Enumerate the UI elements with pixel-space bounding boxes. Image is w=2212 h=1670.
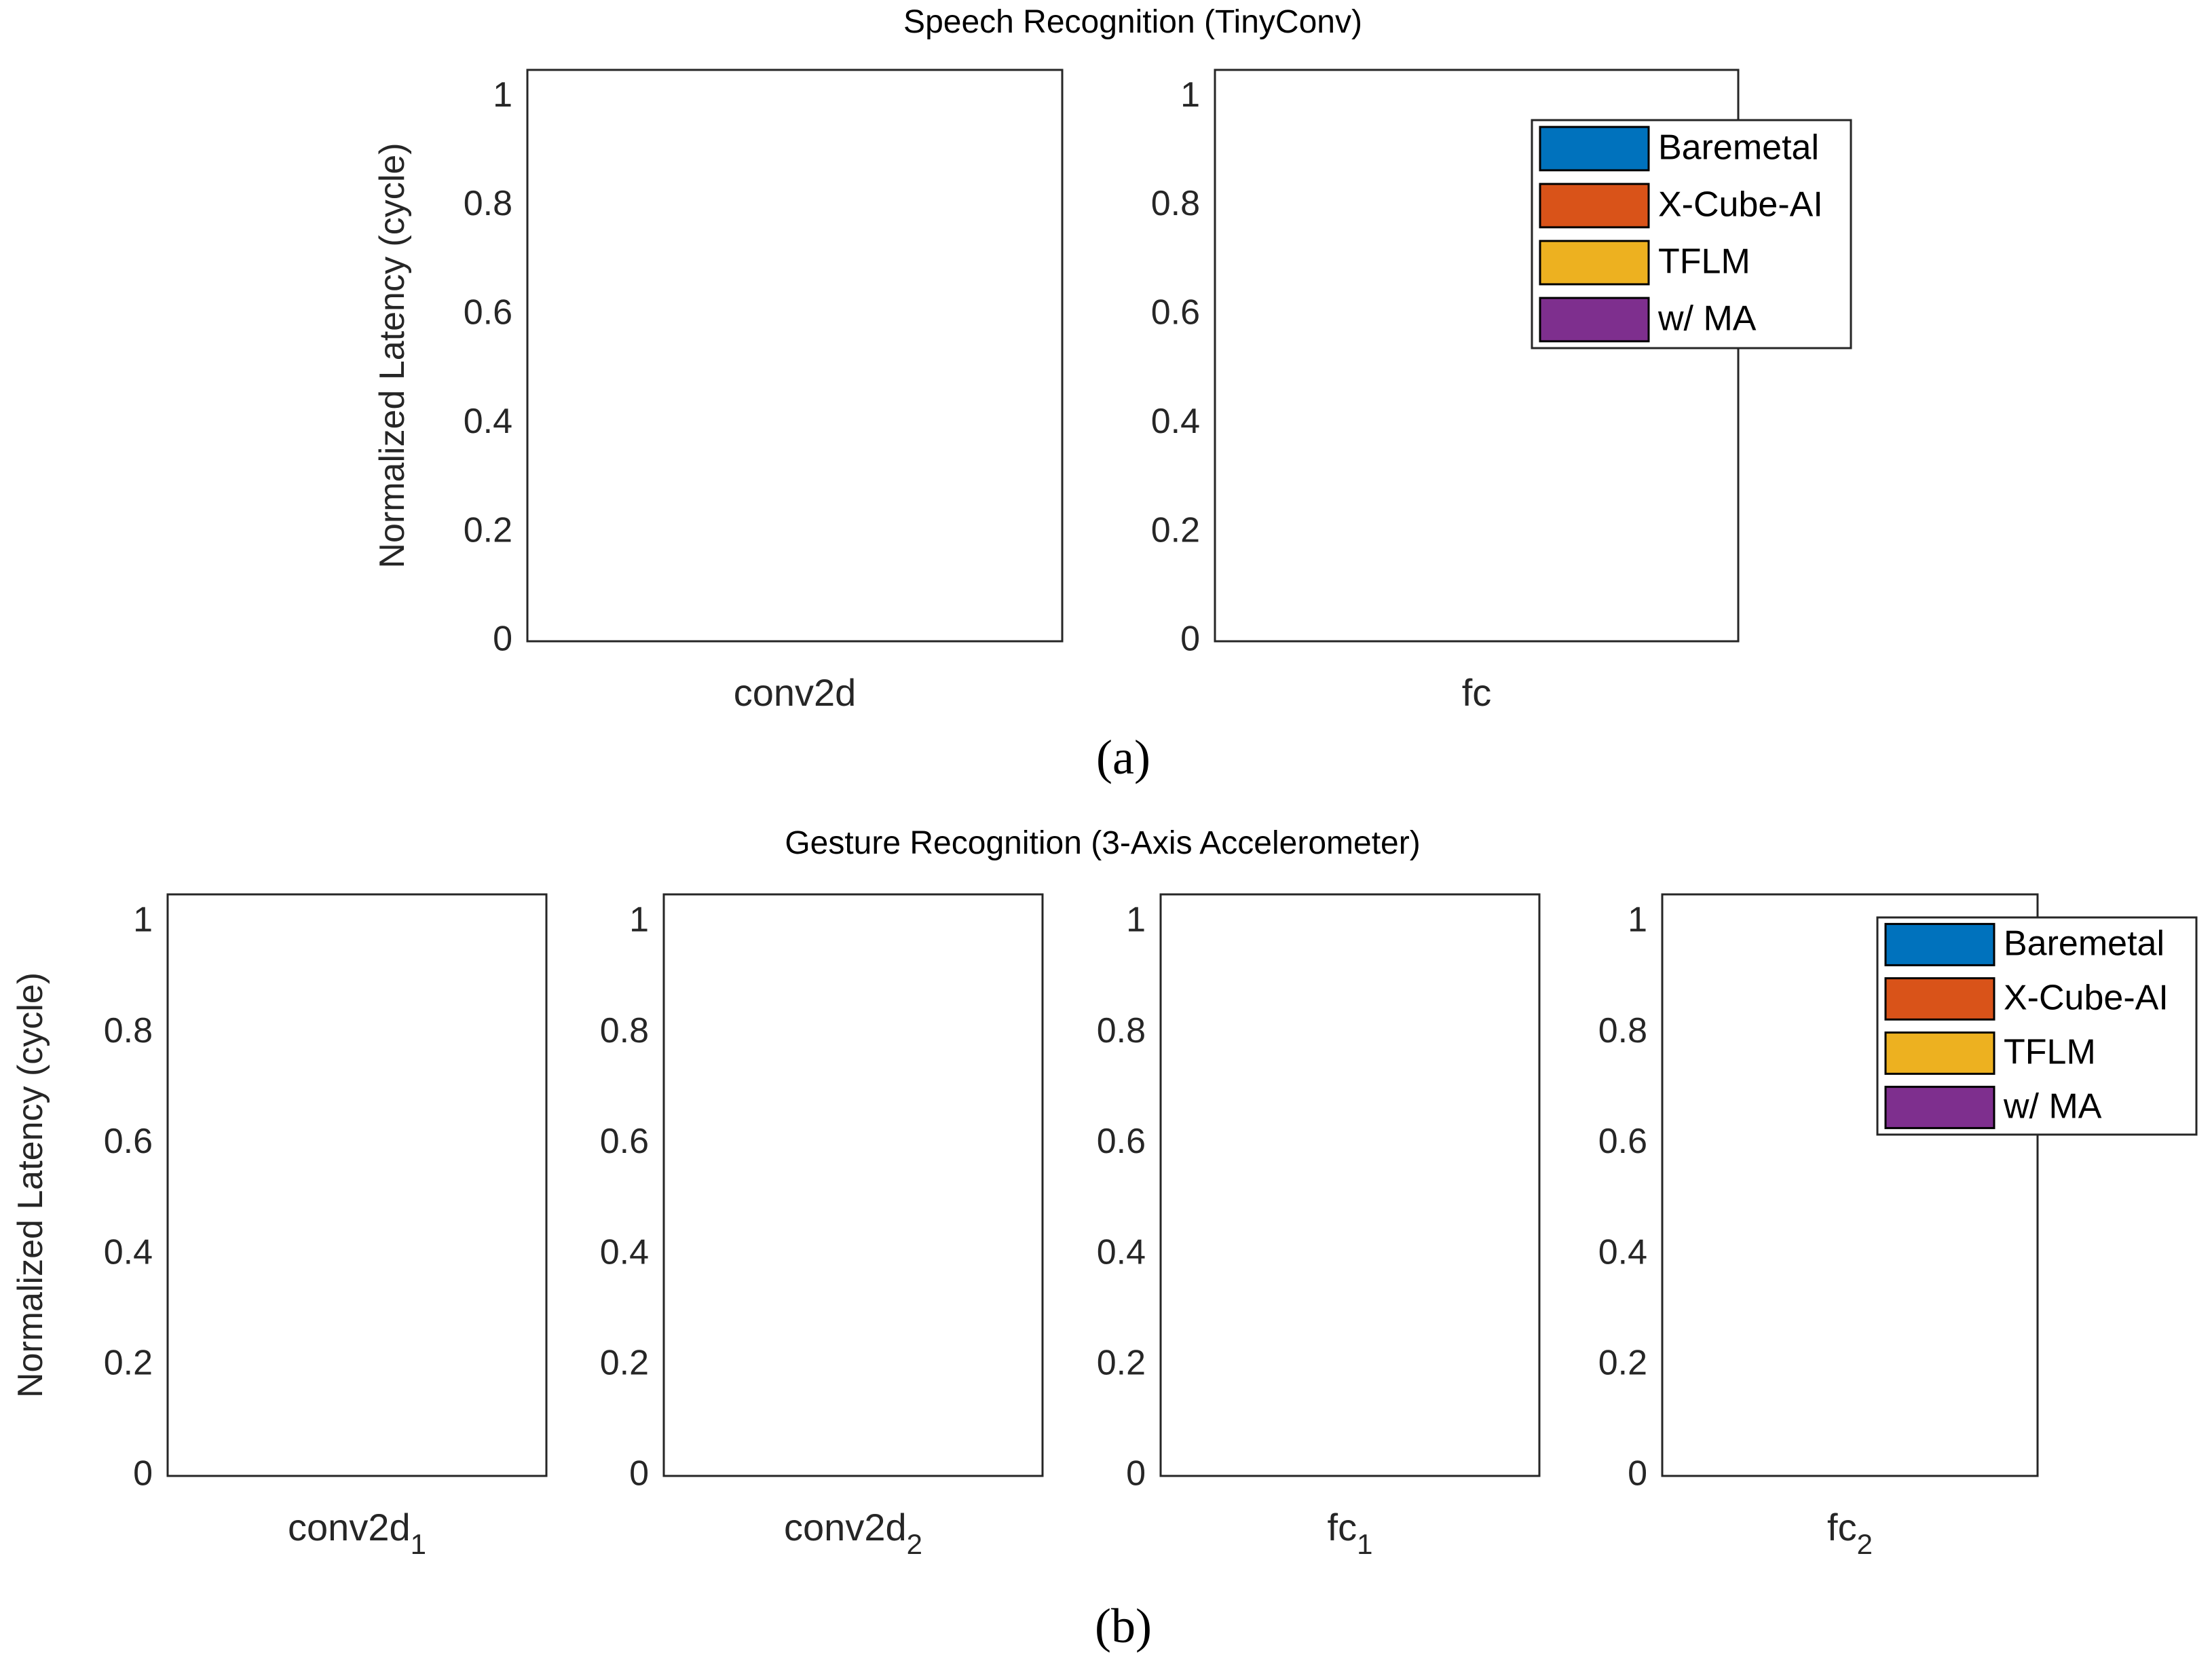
category-name: conv2d <box>288 1506 411 1549</box>
legend-swatch <box>1539 126 1650 172</box>
y-tick-label: 0.4 <box>464 402 512 441</box>
y-axis-label: Normalized Latency (cycle) <box>11 972 50 1398</box>
category-name: fc <box>1328 1506 1357 1549</box>
legend-label: Baremetal <box>2004 924 2164 964</box>
y-tick-label: 0.4 <box>1097 1232 1146 1272</box>
y-tick-label: 0.2 <box>1598 1343 1647 1382</box>
panel-3: 00.20.40.60.810.03380.03290.1698fc1 <box>1097 893 1541 1560</box>
y-tick-label: 1 <box>1628 900 1647 940</box>
y-tick-label: 1 <box>1126 900 1146 940</box>
y-tick-label: 0.4 <box>1598 1232 1647 1272</box>
x-category-label: conv2d <box>734 671 857 714</box>
category-subscript: 2 <box>907 1528 922 1560</box>
y-tick-label: 0.8 <box>1151 184 1200 223</box>
x-category-label: conv2d1 <box>288 1506 426 1560</box>
x-category-label: conv2d2 <box>784 1506 922 1560</box>
axes-frame <box>526 69 1064 643</box>
y-tick-label: 0 <box>133 1454 153 1494</box>
y-tick-label: 0.6 <box>464 293 512 333</box>
y-tick-label: 0.4 <box>104 1232 153 1272</box>
category-name: fc <box>1827 1506 1857 1549</box>
category-name: conv2d <box>784 1506 907 1549</box>
legend-label: TFLM <box>1658 242 1750 282</box>
y-tick-label: 0 <box>1180 620 1200 659</box>
y-tick-label: 0.6 <box>600 1122 649 1161</box>
legend-label: w/ MA <box>1657 299 1757 339</box>
y-tick-label: 0.8 <box>104 1011 153 1050</box>
chart-gesture: Gesture Recognition (3-Axis Acceleromete… <box>11 825 2198 1653</box>
chart-title: Gesture Recognition (3-Axis Acceleromete… <box>785 825 1420 861</box>
y-tick-label: 0.2 <box>464 510 512 550</box>
axes-frame <box>1159 893 1541 1477</box>
legend-swatch <box>1539 183 1650 229</box>
category-name: conv2d <box>734 671 857 714</box>
x-category-label: fc1 <box>1328 1506 1373 1560</box>
legend-swatch <box>1884 1086 1995 1129</box>
legend-label: TFLM <box>2004 1033 2096 1072</box>
y-tick-label: 0.4 <box>1151 402 1200 441</box>
y-tick-label: 0 <box>1628 1454 1647 1494</box>
y-tick-label: 0.6 <box>1598 1122 1647 1161</box>
legend-label: X-Cube-AI <box>1658 185 1823 225</box>
legend-label: X-Cube-AI <box>2004 979 2169 1018</box>
y-tick-label: 0 <box>1126 1454 1146 1494</box>
chart-speech: Speech Recognition (TinyConv) Normalized … <box>373 4 1852 784</box>
legend-label: Baremetal <box>1658 128 1819 168</box>
y-tick-label: 0.8 <box>600 1011 649 1050</box>
category-subscript: 1 <box>1357 1528 1372 1560</box>
chart-title: Speech Recognition (TinyConv) <box>903 4 1362 40</box>
category-subscript: 1 <box>411 1528 426 1560</box>
panel-1: 00.20.40.60.810.14340.11430.0244conv2d1 <box>104 893 548 1560</box>
axes-frame <box>662 893 1044 1477</box>
y-tick-label: 0.2 <box>1097 1343 1146 1382</box>
panel-1: 00.20.40.60.810.07110.07590,0041conv2d <box>464 69 1064 714</box>
panel-2: 00.20.40.60.810.09540.04760.0425conv2d2 <box>600 893 1044 1560</box>
legend: Baremetal X-Cube-AI TFLM w/ MA <box>1531 119 1852 349</box>
legend-swatch <box>1884 977 1995 1021</box>
y-tick-label: 1 <box>629 900 649 940</box>
axes-frame <box>166 893 548 1477</box>
y-tick-label: 0.8 <box>1097 1011 1146 1050</box>
x-category-label: fc2 <box>1827 1506 1873 1560</box>
y-tick-label: 1 <box>493 75 512 115</box>
category-name: fc <box>1462 671 1492 714</box>
legend-label: w/ MA <box>2003 1087 2102 1126</box>
x-category-label: fc <box>1462 671 1492 714</box>
y-tick-label: 0.6 <box>104 1122 153 1161</box>
panel-4: 00.20.40.60.810.31210.31130.2626fc2 <box>1598 893 2039 1560</box>
figure-caption: (a) <box>1096 730 1150 784</box>
y-tick-label: 0.2 <box>1151 510 1200 550</box>
y-tick-label: 1 <box>133 900 153 940</box>
y-tick-label: 0.2 <box>600 1343 649 1382</box>
y-tick-label: 0.4 <box>600 1232 649 1272</box>
y-tick-label: 1 <box>1180 75 1200 115</box>
y-axis-label: Normalized Latency (cycle) <box>373 143 412 568</box>
legend: Baremetal X-Cube-AI TFLM w/ MA <box>1876 916 2198 1136</box>
y-tick-label: 0 <box>493 620 512 659</box>
y-tick-label: 0 <box>629 1454 649 1494</box>
legend-swatch <box>1539 240 1650 286</box>
legend-swatch <box>1539 297 1650 343</box>
category-subscript: 2 <box>1857 1528 1873 1560</box>
y-tick-label: 0.2 <box>104 1343 153 1382</box>
y-tick-label: 0.6 <box>1151 293 1200 333</box>
figure-caption: (b) <box>1095 1599 1152 1653</box>
legend-swatch <box>1884 923 1995 966</box>
y-tick-label: 0.6 <box>1097 1122 1146 1161</box>
legend-swatch <box>1884 1031 1995 1075</box>
y-tick-label: 0.8 <box>464 184 512 223</box>
y-tick-label: 0.8 <box>1598 1011 1647 1050</box>
